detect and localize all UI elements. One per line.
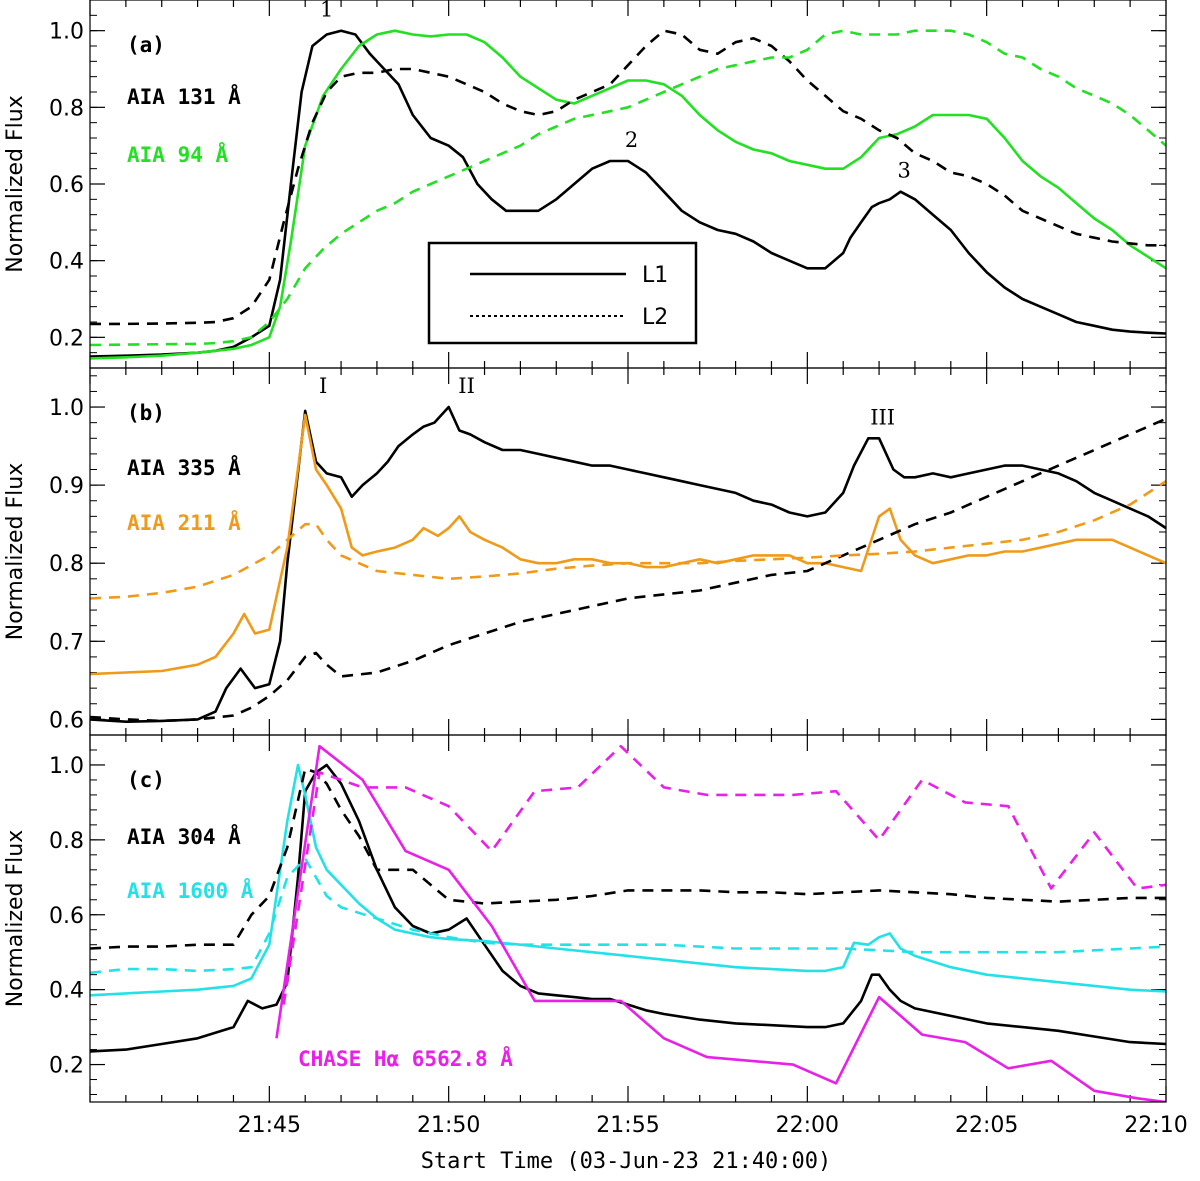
series-group <box>90 744 1166 1102</box>
y-tick-label: 0.4 <box>49 979 84 1004</box>
x-tick-label: 21:50 <box>417 1113 480 1138</box>
legend-box <box>427 241 698 345</box>
y-axis-label: Normalized Flux <box>3 95 28 272</box>
peak-label: I <box>319 374 327 398</box>
y-tick-label: 0.6 <box>49 904 84 929</box>
annotation-label: AIA 335 Å <box>127 455 241 480</box>
peak-label: II <box>458 374 475 398</box>
series-line-l1-1 <box>90 413 1166 676</box>
series-line-l1-0 <box>90 29 1166 358</box>
annotation-label: AIA 211 Å <box>127 510 241 535</box>
y-tick-label: 0.7 <box>49 630 84 655</box>
legend: L1 L2 <box>427 241 698 345</box>
series-line-l2-3 <box>90 480 1166 600</box>
x-tick-label: 22:00 <box>776 1113 839 1138</box>
peak-label: III <box>870 405 895 429</box>
annotation-label: AIA 94 Å <box>127 142 229 167</box>
y-axis-label: Normalized Flux <box>3 830 28 1007</box>
series-group <box>90 29 1166 360</box>
peak-label: 1 <box>320 0 333 22</box>
annotation-label: AIA 131 Å <box>127 84 241 109</box>
panel-2: 0.2 0.4 0.6 0.8 1.0 21:45 21:50 21:55 22:00 22:05… <box>3 734 1188 1138</box>
panel-label: (c) <box>127 768 165 792</box>
series-line-l2-5 <box>282 744 1166 1005</box>
peak-label: 3 <box>897 159 910 183</box>
annotation-label: CHASE Hα 6562.8 Å <box>298 1046 513 1071</box>
peak-label: 2 <box>625 128 638 152</box>
series-group <box>90 405 1166 723</box>
y-tick-label: 0.4 <box>49 250 84 275</box>
series-line-l2-3 <box>90 857 1166 975</box>
y-tick-label: 0.8 <box>49 552 84 577</box>
y-tick-label: 0.2 <box>49 1054 84 1079</box>
panel-1: 0.6 0.7 0.8 0.9 1.0 Normalized Flux (b) AIA 335… <box>3 367 1167 736</box>
y-axis-label: Normalized Flux <box>3 463 28 640</box>
annotation-label: AIA 1600 Å <box>127 878 254 903</box>
series-line-l1-0 <box>90 405 1166 723</box>
x-tick-label: 22:10 <box>1124 1113 1187 1138</box>
series-line-l1-4 <box>275 744 1166 1102</box>
panel-label: (a) <box>127 33 165 57</box>
x-axis-label: Start Time (03-Jun-23 21:40:00) <box>421 1149 832 1174</box>
series-line-l1-1 <box>90 763 1166 997</box>
panel-label: (b) <box>127 401 165 425</box>
annotation-label: AIA 304 Å <box>127 824 241 849</box>
y-tick-label: 1.0 <box>49 754 84 779</box>
y-tick-label: 0.2 <box>49 326 84 351</box>
series-line-l2-2 <box>90 767 1166 950</box>
series-line-l1-1 <box>90 29 1166 360</box>
y-tick-label: 1.0 <box>49 396 84 421</box>
y-tick-label: 0.9 <box>49 474 84 499</box>
y-tick-label: 1.0 <box>49 20 84 45</box>
x-tick-label: 21:45 <box>238 1113 301 1138</box>
y-tick-label: 0.6 <box>49 708 84 733</box>
panel-0: 0.2 0.4 0.6 0.8 1.0 Normalized Flux (a) AIA 131… <box>3 0 1167 369</box>
x-tick-label: 22:05 <box>955 1113 1018 1138</box>
y-tick-label: 0.8 <box>49 829 84 854</box>
x-tick-label: 21:55 <box>596 1113 659 1138</box>
y-tick-label: 0.6 <box>49 173 84 198</box>
legend-label: L2 <box>642 305 668 330</box>
series-line-l2-2 <box>90 417 1166 723</box>
legend-label: L1 <box>642 263 668 288</box>
plot-frame <box>89 734 1167 1103</box>
y-tick-label: 0.8 <box>49 96 84 121</box>
series-line-l2-2 <box>90 29 1166 326</box>
